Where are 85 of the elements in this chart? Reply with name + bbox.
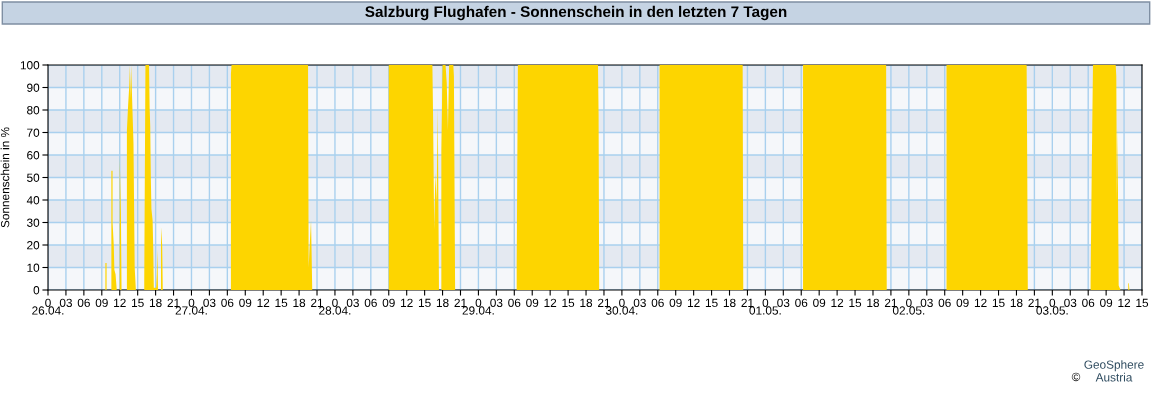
x-tick-label: 12 bbox=[544, 298, 557, 307]
x-tick-label: 09 bbox=[956, 298, 969, 307]
text: © bbox=[1071, 372, 1081, 382]
x-tick-label: 18 bbox=[293, 298, 306, 307]
x-tick-label: 0 bbox=[1049, 298, 1056, 307]
x2-tick-label: 01.05. bbox=[749, 306, 781, 315]
x-tick-label: 15 bbox=[705, 298, 718, 307]
x-tick-label: 09 bbox=[239, 298, 252, 307]
x-tick-label: 09 bbox=[526, 298, 539, 307]
x-tick-label: 0 bbox=[188, 298, 195, 307]
x-tick-label: 09 bbox=[669, 298, 682, 307]
x-tick-label: 03 bbox=[920, 298, 933, 307]
x-tick-label: 03 bbox=[59, 298, 72, 307]
x-tick-label: 06 bbox=[938, 298, 951, 307]
x-tick-label: 15 bbox=[418, 298, 431, 307]
x-tick-label: 12 bbox=[257, 298, 270, 307]
x-tick-label: 12 bbox=[974, 298, 987, 307]
x-tick-label: 0 bbox=[475, 298, 482, 307]
x-tick-label: 0 bbox=[332, 298, 338, 307]
x-tick-label: 21 bbox=[454, 298, 467, 307]
x-tick-label: 18 bbox=[149, 298, 162, 307]
x-tick-label: 12 bbox=[401, 298, 413, 307]
x-tick-label: 21 bbox=[741, 298, 754, 307]
x2-tick-label: 26.04. bbox=[32, 306, 64, 315]
y-tick-label: 60 bbox=[27, 151, 40, 160]
x2-tick-label: 28.04. bbox=[319, 306, 351, 315]
x-tick-label: 09 bbox=[95, 298, 108, 307]
x-tick-label: 15 bbox=[1136, 298, 1149, 307]
x-tick-label: 21 bbox=[598, 298, 610, 307]
y-tick-label: 40 bbox=[26, 196, 40, 205]
x-tick-label: 0 bbox=[45, 298, 51, 307]
x-tick-label: 21 bbox=[1028, 298, 1041, 307]
x-tick-label: 12 bbox=[831, 298, 844, 307]
x-tick-label: 15 bbox=[132, 298, 144, 307]
x-tick-label: 06 bbox=[77, 298, 90, 307]
x2-tick-label: 03.05. bbox=[1036, 306, 1068, 315]
x-tick-label: 18 bbox=[867, 298, 880, 307]
x-tick-label: 09 bbox=[813, 298, 826, 307]
x-tick-label: 15 bbox=[992, 298, 1005, 307]
x-tick-label: 18 bbox=[1010, 298, 1023, 307]
y-tick-label: 100 bbox=[20, 61, 40, 70]
x-tick-label: 06 bbox=[364, 298, 377, 307]
y-tick-label: 90 bbox=[27, 83, 40, 92]
y-tick-label: 30 bbox=[26, 218, 40, 227]
x-tick-label: 15 bbox=[849, 298, 862, 307]
x-tick-label: 15 bbox=[275, 298, 288, 307]
chart-title: Salzburg Flughafen - Sonnenschein in den letzten 7 Tagen bbox=[365, 5, 787, 21]
x-tick-label: 06 bbox=[795, 298, 808, 307]
x2-tick-label: 02.05. bbox=[892, 306, 925, 315]
x-tick-label: 06 bbox=[221, 298, 234, 307]
x-tick-label: 12 bbox=[1118, 298, 1131, 307]
x-tick-label: 12 bbox=[114, 298, 126, 307]
x-tick-label: 12 bbox=[687, 298, 700, 307]
y-tick-label: 10 bbox=[27, 263, 40, 272]
x-tick-label: 21 bbox=[884, 298, 897, 307]
x-tick-label: 18 bbox=[436, 298, 449, 307]
x-tick-label: 06 bbox=[1082, 298, 1095, 307]
y-tick-label: 20 bbox=[27, 241, 40, 250]
x2-tick-label: 30.04. bbox=[605, 306, 638, 315]
x-tick-label: 03 bbox=[1064, 298, 1077, 307]
x-tick-label: 18 bbox=[580, 298, 593, 307]
x-tick-label: 09 bbox=[1100, 298, 1113, 307]
x-tick-label: 03 bbox=[203, 298, 216, 307]
x-tick-label: 06 bbox=[508, 298, 521, 307]
x-tick-label: 21 bbox=[311, 298, 324, 307]
x2-tick-label: 29.04. bbox=[462, 306, 494, 315]
x-tick-label: 0 bbox=[762, 298, 769, 307]
x-tick-label: 03 bbox=[777, 298, 790, 307]
x-tick-label: 03 bbox=[490, 298, 503, 307]
x2-tick-label: 27.04. bbox=[175, 306, 207, 315]
x-tick-label: 18 bbox=[723, 298, 736, 307]
y-tick-label: 80 bbox=[27, 106, 40, 115]
x-tick-label: 21 bbox=[167, 298, 180, 307]
text: GeoSphere Austria bbox=[1084, 360, 1144, 382]
x-tick-label: 03 bbox=[633, 298, 646, 307]
x-tick-label: 0 bbox=[906, 298, 912, 307]
y-tick-label: 70 bbox=[27, 128, 40, 137]
y-tick-label: 50 bbox=[27, 173, 40, 182]
x-tick-label: 09 bbox=[382, 298, 395, 307]
x-tick-label: 03 bbox=[346, 298, 359, 307]
y-axis-title: Sonnenschein in % bbox=[0, 127, 10, 228]
x-tick-label: 0 bbox=[619, 298, 625, 307]
x-tick-label: 15 bbox=[562, 298, 575, 307]
x-tick-label: 06 bbox=[651, 298, 664, 307]
y-tick-label: 0 bbox=[33, 286, 40, 295]
